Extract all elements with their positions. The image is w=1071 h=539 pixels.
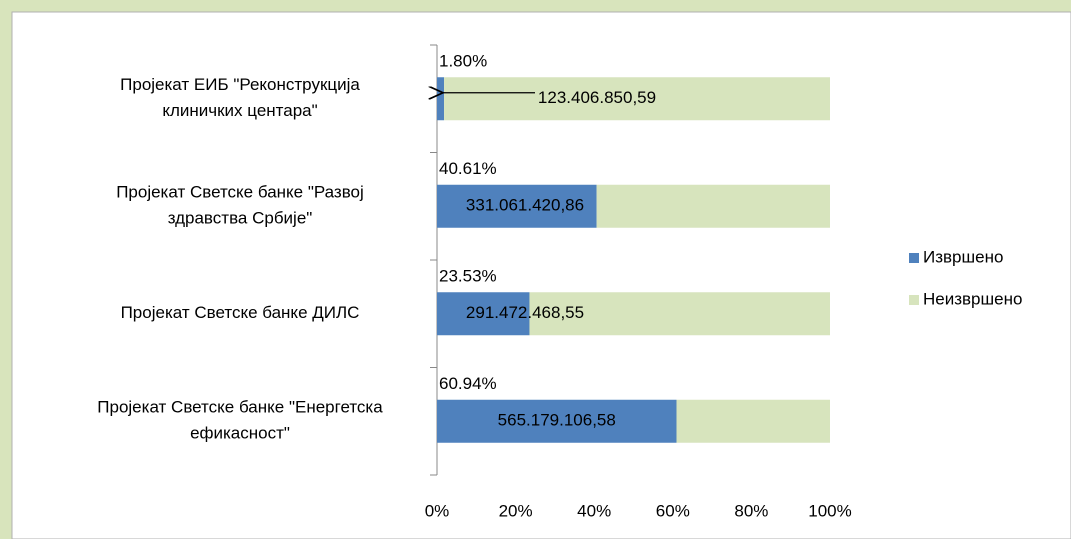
- legend-swatch: [909, 295, 919, 305]
- x-tick-label: 100%: [808, 501, 851, 520]
- category-label: клиничких центара": [162, 101, 317, 120]
- value-label: 60.94%: [439, 374, 497, 393]
- bar-segment: [676, 399, 830, 443]
- amount-label: 565.179.106,58: [498, 411, 616, 430]
- category-label: Пројекат Светске банке "Развој: [116, 183, 364, 202]
- bar-segment: [444, 77, 830, 121]
- category-label: Пројекат ЕИБ "Реконструкција: [120, 75, 360, 94]
- value-label: 1.80%: [439, 52, 487, 71]
- amount-label: 123.406.850,59: [538, 88, 656, 107]
- bar-segment: [596, 184, 830, 228]
- bar-segment: [437, 399, 677, 443]
- value-label: 40.61%: [439, 159, 497, 178]
- bar-segment: [529, 292, 830, 336]
- x-tick-label: 80%: [734, 501, 768, 520]
- category-label: ефикасност": [190, 424, 290, 443]
- x-tick-label: 60%: [656, 501, 690, 520]
- x-tick-label: 0%: [425, 501, 450, 520]
- category-label: Пројекат Светске банке "Енергетска: [97, 398, 383, 417]
- amount-label: 331.061.420,86: [466, 196, 584, 215]
- legend-label: Извршено: [923, 247, 1003, 266]
- category-label: здравства Србије": [168, 209, 313, 228]
- bar-segment: [437, 184, 597, 228]
- x-tick-label: 40%: [577, 501, 611, 520]
- bar-segment: [437, 292, 530, 336]
- value-label: 23.53%: [439, 267, 497, 286]
- x-tick-label: 20%: [499, 501, 533, 520]
- legend-swatch: [909, 253, 919, 263]
- category-label: Пројекат Светске банке ДИЛС: [121, 303, 360, 322]
- amount-label: 291.472.468,55: [466, 303, 584, 322]
- legend-label: Неизвршено: [923, 289, 1022, 308]
- bar-segment: [437, 77, 445, 121]
